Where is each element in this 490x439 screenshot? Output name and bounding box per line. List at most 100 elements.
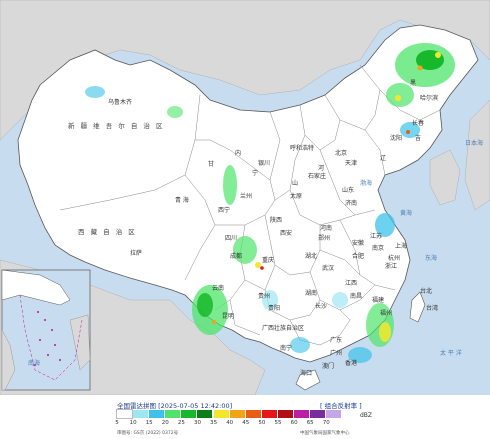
label-fujian: 福建 xyxy=(372,296,384,304)
city-urumqi: 乌鲁木齐 xyxy=(108,98,132,106)
label-jilin: 吉 xyxy=(415,135,421,142)
city-lhasa: 拉萨 xyxy=(130,249,142,257)
colorbar-tick-label: 70 xyxy=(322,420,330,426)
korea-japan xyxy=(429,99,490,211)
label-shaanxi: 陕西 xyxy=(270,216,282,224)
city-zhengzhou: 郑州 xyxy=(318,234,330,242)
colorbar-swatch xyxy=(149,410,165,418)
label-ningxia: 宁 xyxy=(252,169,258,177)
city-taipei: 台北 xyxy=(420,287,432,295)
label-gansu: 甘 xyxy=(208,160,214,168)
label-liaoning: 辽 xyxy=(380,154,386,162)
colorbar-swatch xyxy=(261,410,277,418)
label-hunan: 湖南 xyxy=(305,289,317,297)
nine-dash-line xyxy=(19,294,83,381)
city-xian: 西安 xyxy=(280,229,292,237)
radar-echoes xyxy=(85,43,455,363)
colorbar-swatch xyxy=(229,410,245,418)
city-lanzhou: 兰州 xyxy=(240,192,252,200)
city-guangzhou: 广州 xyxy=(330,349,342,357)
city-haikou: 海口 xyxy=(300,369,312,377)
sea-east-china: 东海 xyxy=(425,254,437,262)
colorbar-tick-label: 50 xyxy=(258,420,266,426)
label-guangxi: 广西壮族自治区 xyxy=(262,324,304,332)
city-guiyang: 贵阳 xyxy=(268,304,280,312)
colorbar-unit: dBZ xyxy=(360,412,373,419)
colorbar-tick-label: 20 xyxy=(161,420,169,426)
colorbar-swatch xyxy=(245,410,261,418)
colorbar-tick-label: 25 xyxy=(177,420,185,426)
label-shanxi: 山 xyxy=(292,179,298,187)
city-fuzhou: 福州 xyxy=(380,309,392,317)
legend-product: [ 组合反射率 ] xyxy=(320,402,362,410)
inset-neighbor xyxy=(1,329,16,391)
city-shanghai: 上海 xyxy=(395,242,407,250)
label-anhui: 安徽 xyxy=(352,239,364,247)
label-shandong: 山东 xyxy=(342,186,354,194)
colorbar-swatch xyxy=(133,410,149,418)
sea-yellow: 黄海 xyxy=(400,209,412,217)
label-nei-menggu: 内 xyxy=(235,149,241,157)
colorbar-tick-label: 45 xyxy=(242,420,250,426)
label-taiwan: 台湾 xyxy=(426,304,438,312)
colorbar-tick-label: 30 xyxy=(194,420,201,426)
city-shijiazhuang: 石家庄 xyxy=(308,172,326,180)
city-macau: 澳门 xyxy=(322,362,334,370)
sea-japan: 日本海 xyxy=(465,139,483,147)
city-beijing: 北京 xyxy=(335,149,347,157)
city-xining: 西宁 xyxy=(218,206,230,214)
city-changchun: 长春 xyxy=(412,119,424,127)
label-hubei: 湖北 xyxy=(305,252,317,260)
china-land xyxy=(17,24,479,363)
sea-south-china: 南海 xyxy=(28,359,40,367)
colorbar-swatch xyxy=(213,410,229,418)
city-hohhot: 呼和浩特 xyxy=(290,144,314,152)
label-xinjiang: 新 疆 维 吾 尔 自 治 区 xyxy=(68,121,164,130)
colorbar-swatch xyxy=(165,410,181,418)
colorbar-tick-label: 5 xyxy=(115,420,119,426)
colorbar-tick-label: 10 xyxy=(129,420,137,426)
city-yinchuan: 银川 xyxy=(258,159,270,167)
city-hongkong: 香港 xyxy=(345,359,357,367)
city-nanjing: 南京 xyxy=(372,244,384,252)
colorbar-swatch xyxy=(277,410,293,418)
city-hangzhou: 杭州 xyxy=(388,254,400,262)
city-nanning: 南宁 xyxy=(280,344,292,352)
colorbar-swatch xyxy=(116,409,133,419)
city-tianjin: 天津 xyxy=(345,160,357,167)
label-sichuan: 四川 xyxy=(225,235,237,242)
legend-panel xyxy=(0,395,490,439)
colorbar-tick-label: 60 xyxy=(290,420,298,426)
city-taiyuan: 太原 xyxy=(290,192,302,200)
colorbar-tick-label: 15 xyxy=(145,420,153,426)
inset-mainland xyxy=(1,269,71,306)
label-zhejiang: 浙江 xyxy=(385,262,397,270)
radar-map: 新 疆 维 吾 尔 自 治 区 西 藏 自 治 区 青 海 甘 内 黑 吉 辽 … xyxy=(0,0,490,395)
legend-title: 全国雷达拼图 [2025-07-05 12:42:00] xyxy=(117,402,233,410)
city-kunming: 昆明 xyxy=(222,313,234,320)
colorbar xyxy=(116,409,342,419)
inset-neighbor-2 xyxy=(69,314,91,371)
colorbar-swatch xyxy=(294,410,310,418)
colorbar-tick-label: 35 xyxy=(210,420,218,426)
label-jiangsu: 江苏 xyxy=(370,232,382,240)
sea-pacific: 太 平 洋 xyxy=(440,349,462,357)
city-hefei: 合肥 xyxy=(352,252,364,260)
label-chongqing: 重庆 xyxy=(262,256,274,264)
colorbar-tick-label: 40 xyxy=(226,420,234,426)
label-jiangxi: 江西 xyxy=(345,280,357,287)
colorbar-swatch xyxy=(326,410,342,418)
label-heilongjiang: 黑 xyxy=(410,80,416,87)
city-nanchang: 南昌 xyxy=(350,292,362,300)
approval-number: 审图号: GS京 (2022) 0372号 xyxy=(117,431,179,436)
sea-bohai: 渤海 xyxy=(360,179,372,187)
colorbar-tick-label: 55 xyxy=(274,420,282,426)
credit-text: 中国气象局国家气象中心 xyxy=(300,431,350,436)
label-henan: 河南 xyxy=(320,224,332,232)
label-guizhou: 贵州 xyxy=(258,292,270,300)
label-guangdong: 广东 xyxy=(330,336,342,344)
label-qinghai: 青 海 xyxy=(175,196,189,204)
colorbar-swatch xyxy=(310,410,326,418)
label-hebei: 河 xyxy=(318,164,324,172)
colorbar-swatch xyxy=(197,410,213,418)
